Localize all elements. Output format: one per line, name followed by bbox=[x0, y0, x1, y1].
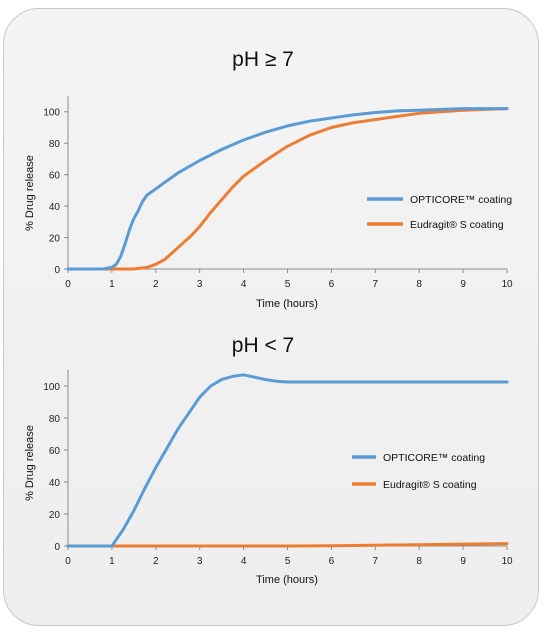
y-tick-label: 40 bbox=[49, 202, 61, 213]
y-tick-label: 0 bbox=[54, 265, 60, 276]
x-tick-label: 0 bbox=[65, 279, 71, 290]
x-tick-label: 1 bbox=[109, 556, 115, 567]
y-axis-label: % Drug release bbox=[24, 155, 36, 231]
y-tick-label: 60 bbox=[49, 446, 61, 457]
x-tick-label: 1 bbox=[109, 279, 115, 290]
x-tick-label: 3 bbox=[197, 279, 203, 290]
legend-label-eudragit: Eudragit® S coating bbox=[383, 479, 477, 491]
series-line-eudragit bbox=[66, 107, 509, 271]
y-tick-label: 80 bbox=[49, 139, 61, 150]
series-line-opticore bbox=[66, 373, 509, 548]
x-tick-label: 6 bbox=[329, 556, 335, 567]
x-tick-label: 7 bbox=[373, 279, 379, 290]
x-tick-label: 7 bbox=[373, 556, 379, 567]
legend: OPTICORE™ coating Eudragit® S coating bbox=[367, 194, 512, 231]
y-tick-label: 100 bbox=[43, 382, 60, 393]
y-tick-label: 80 bbox=[49, 414, 61, 425]
x-tick-label: 4 bbox=[241, 556, 247, 567]
x-tick-label: 0 bbox=[65, 556, 71, 567]
x-tick-label: 4 bbox=[241, 279, 247, 290]
y-tick-label: 20 bbox=[49, 510, 61, 521]
x-axis-label: Time (hours) bbox=[256, 298, 318, 310]
x-tick-label: 10 bbox=[501, 556, 513, 567]
y-tick-label: 60 bbox=[49, 171, 61, 182]
y-axis-label: % Drug release bbox=[24, 425, 36, 501]
x-tick-label: 9 bbox=[460, 279, 466, 290]
y-tick-label: 100 bbox=[43, 108, 60, 119]
x-tick-label: 2 bbox=[153, 279, 159, 290]
legend-label-opticore: OPTICORE™ coating bbox=[383, 452, 485, 464]
legend-label-opticore: OPTICORE™ coating bbox=[410, 194, 512, 206]
series-line-opticore bbox=[66, 107, 509, 271]
x-tick-label: 3 bbox=[197, 556, 203, 567]
x-tick-label: 5 bbox=[285, 556, 291, 567]
x-tick-label: 6 bbox=[329, 279, 335, 290]
x-tick-label: 5 bbox=[285, 279, 291, 290]
y-tick-label: 0 bbox=[54, 542, 60, 553]
chart-title: pH < 7 bbox=[232, 334, 294, 357]
chart-title: pH ≥ 7 bbox=[232, 48, 294, 71]
legend-label-eudragit: Eudragit® S coating bbox=[410, 219, 504, 231]
y-tick-label: 20 bbox=[49, 234, 61, 245]
x-tick-label: 8 bbox=[416, 556, 422, 567]
x-axis-label: Time (hours) bbox=[256, 574, 318, 586]
x-tick-label: 8 bbox=[416, 279, 422, 290]
y-tick-label: 40 bbox=[49, 478, 61, 489]
x-tick-label: 10 bbox=[501, 279, 513, 290]
series-line-eudragit bbox=[66, 542, 509, 548]
x-tick-label: 9 bbox=[460, 556, 466, 567]
x-tick-label: 2 bbox=[153, 556, 159, 567]
legend: OPTICORE™ coating Eudragit® S coating bbox=[352, 452, 485, 491]
